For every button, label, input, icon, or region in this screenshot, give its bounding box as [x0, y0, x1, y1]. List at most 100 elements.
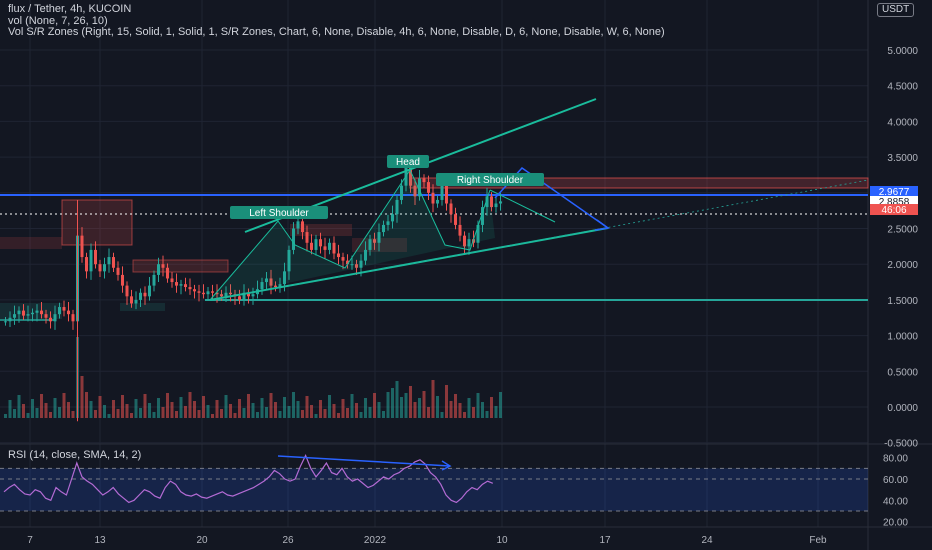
- candle-body: [4, 321, 7, 323]
- volume-bar: [188, 392, 192, 418]
- volume-bar: [292, 392, 295, 418]
- volume-bar: [449, 401, 453, 418]
- volume-bar: [44, 403, 48, 418]
- currency-selector[interactable]: USDT: [877, 3, 915, 17]
- rsi-pane: 80.00 60.00 40.00 20.00: [0, 454, 908, 529]
- volume-bars: [4, 337, 502, 418]
- candle-body: [265, 278, 268, 283]
- price-label-last: 2.8858: [879, 197, 910, 208]
- volume-bar: [215, 400, 219, 418]
- volume-bar: [157, 398, 160, 418]
- volume-bar: [175, 411, 178, 418]
- volume-bar: [8, 400, 12, 418]
- candle-body: [278, 284, 282, 288]
- volume-bar: [67, 402, 70, 418]
- candle-body: [359, 260, 363, 268]
- candle-body: [499, 201, 502, 204]
- candle-body: [238, 296, 241, 300]
- candle-body: [445, 185, 448, 204]
- candle-body: [269, 278, 273, 286]
- volume-bar: [391, 388, 394, 418]
- price-label-countdown: 46:06: [881, 205, 906, 216]
- candle-body: [112, 257, 115, 268]
- candle-body: [35, 310, 39, 313]
- price-tick-label: 0.5000: [887, 367, 918, 378]
- candle-body: [148, 285, 151, 297]
- sr-zones: [0, 177, 869, 321]
- volume-bar: [359, 412, 363, 418]
- candle-body: [40, 310, 43, 315]
- candle-body: [341, 257, 345, 261]
- volume-bar: [445, 385, 448, 418]
- time-tick-label: 7: [27, 535, 33, 546]
- volume-bar: [13, 409, 16, 418]
- pattern-label: Right Shoulder: [457, 175, 524, 186]
- price-label-upper: 2.9677: [879, 187, 910, 198]
- price-tick-label: 1.0000: [887, 332, 918, 343]
- volume-bar: [346, 408, 349, 418]
- candle-body: [395, 199, 399, 215]
- volume-bar: [256, 412, 259, 418]
- candle-body: [31, 312, 34, 315]
- volume-bar: [202, 396, 205, 418]
- volume-bar: [494, 406, 498, 418]
- sr-zone-red-3: [132, 259, 229, 273]
- volume-bar: [287, 406, 291, 418]
- volume-bar: [53, 398, 57, 418]
- candle-body: [373, 239, 376, 243]
- candle-body: [485, 196, 489, 208]
- candle-body: [179, 284, 183, 286]
- price-tick-label: 2.0000: [887, 260, 918, 271]
- candle-body: [314, 239, 318, 250]
- candle-body: [125, 285, 129, 297]
- candle-body: [62, 307, 66, 311]
- candle-body: [94, 249, 97, 265]
- price-tick-label: 2.5000: [887, 225, 918, 236]
- volume-bar: [125, 404, 129, 418]
- candle-body: [242, 292, 246, 300]
- candle-body: [467, 239, 471, 247]
- volume-bar: [422, 391, 426, 418]
- volume-bar: [98, 396, 102, 418]
- candle-body: [17, 310, 21, 315]
- candle-body: [382, 224, 385, 233]
- candle-body: [377, 232, 381, 243]
- candle-body: [215, 292, 219, 295]
- candle-body: [431, 192, 435, 204]
- candle-body: [22, 310, 25, 316]
- volume-bar: [296, 401, 300, 418]
- candle-body: [287, 249, 291, 272]
- candle-body: [121, 274, 124, 286]
- candle-body: [220, 294, 223, 297]
- candle-body: [355, 264, 358, 268]
- candle-body: [67, 310, 70, 315]
- candle-body: [346, 260, 349, 265]
- volume-bar: [377, 402, 381, 418]
- volume-bar: [337, 413, 340, 418]
- candle-body: [80, 235, 84, 258]
- dotted-trend: [209, 179, 869, 301]
- volume-bar: [364, 398, 367, 418]
- volume-bar: [269, 393, 273, 418]
- candle-body: [143, 292, 147, 297]
- candle-body: [53, 314, 57, 322]
- volume-bar: [40, 394, 43, 418]
- pattern-label: Left Shoulder: [249, 208, 309, 219]
- volume-bar: [170, 402, 174, 418]
- candle-body: [206, 291, 210, 295]
- volume-bar: [454, 394, 457, 418]
- volume-bar: [103, 405, 106, 418]
- volume-bar: [161, 407, 165, 418]
- volume-bar: [265, 407, 268, 418]
- candle-body: [8, 317, 12, 322]
- candle-body: [296, 221, 300, 229]
- candle-body: [166, 267, 169, 279]
- volume-bar: [323, 409, 327, 418]
- volume-bar: [4, 414, 7, 418]
- volume-bar: [17, 395, 21, 418]
- time-axis: 7 13 20 26 2022 10 17 24 Feb: [27, 535, 827, 546]
- candle-body: [175, 282, 178, 286]
- pattern-label-bg: [230, 206, 328, 219]
- time-tick-label: Feb: [809, 535, 827, 546]
